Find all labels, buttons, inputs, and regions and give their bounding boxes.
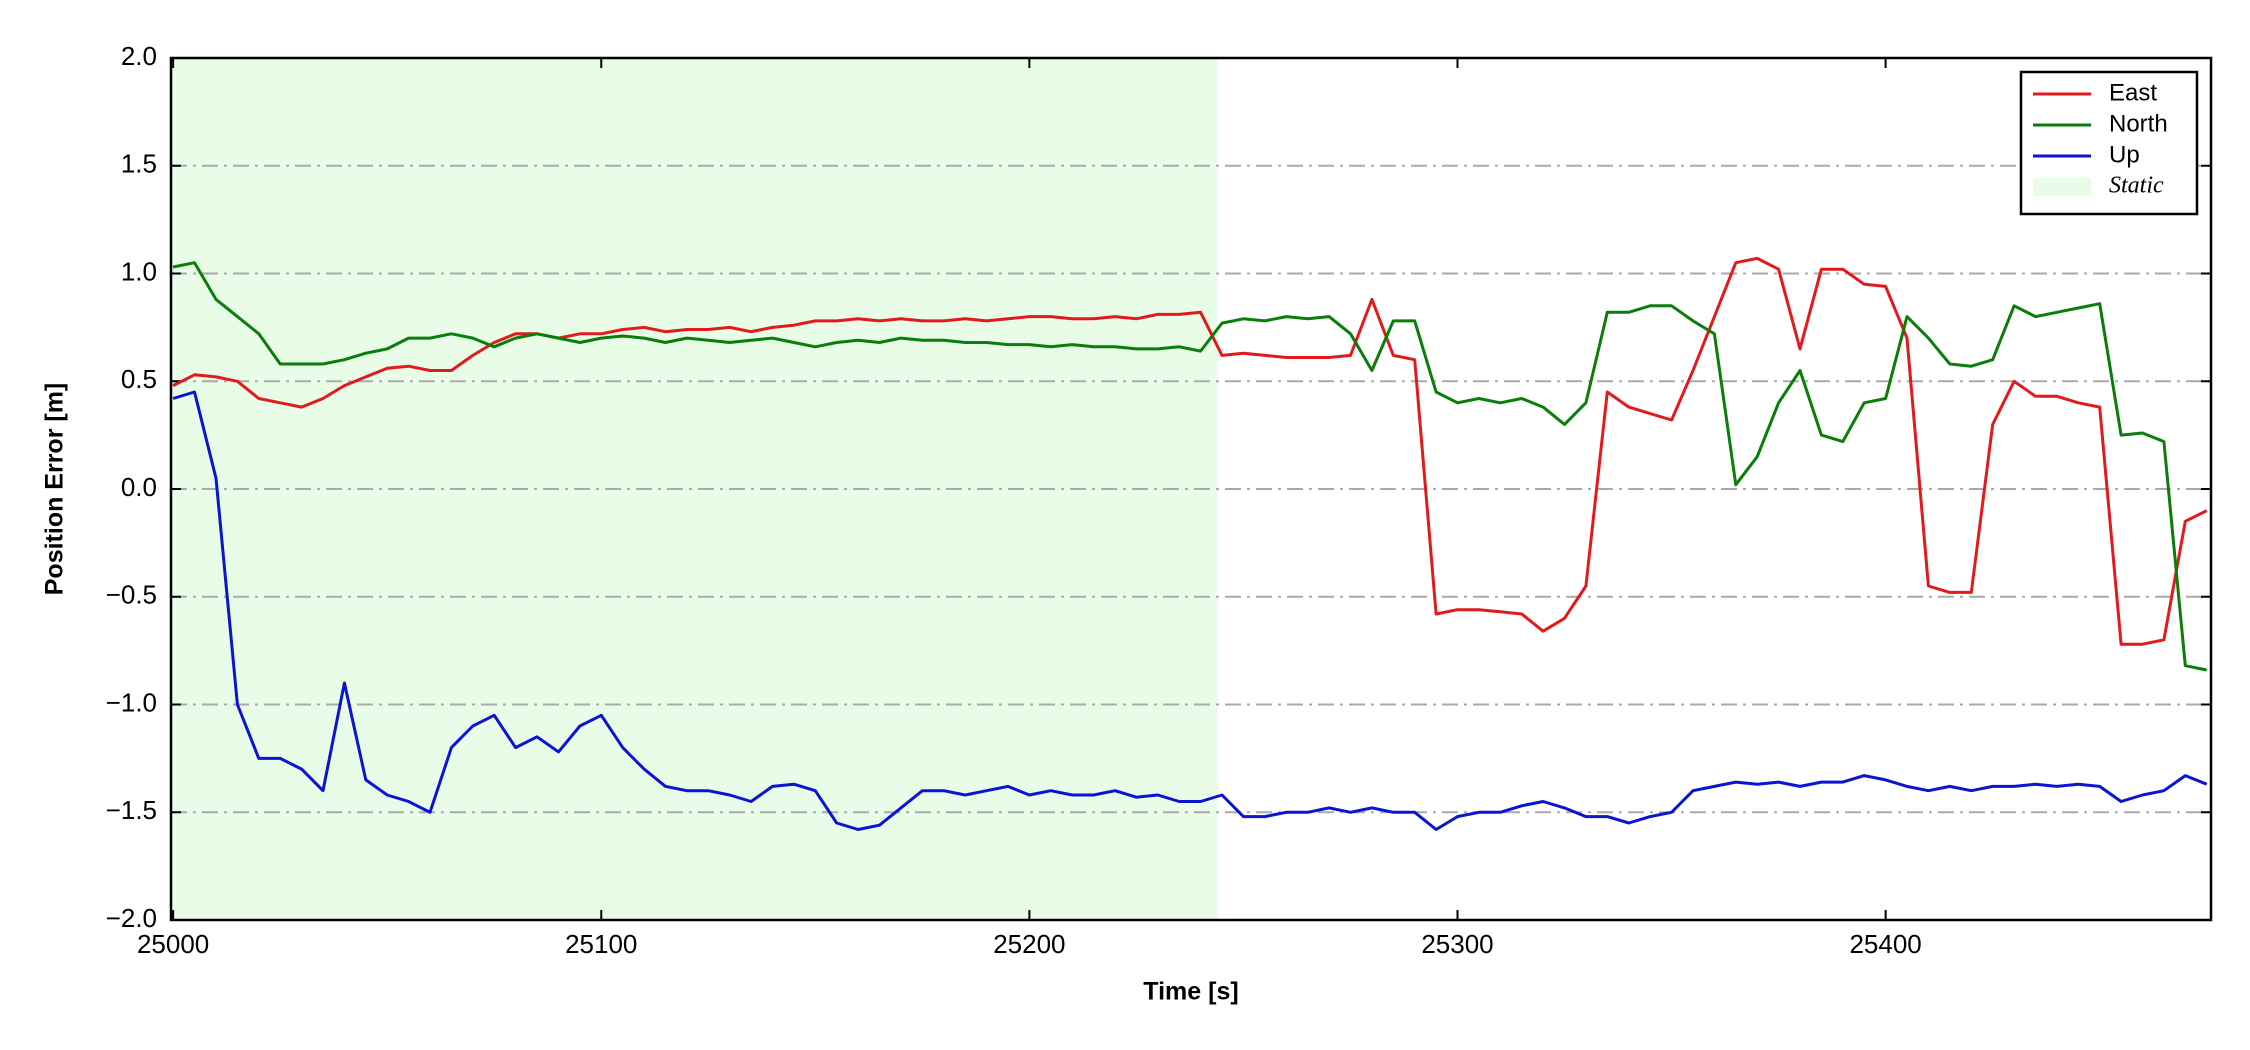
line-series xyxy=(172,261,2207,672)
y-tick-label: −2.0 xyxy=(106,903,157,933)
plot-frame xyxy=(169,56,2213,922)
y-tick-label: 1.0 xyxy=(121,256,157,286)
y-tick-label: 2.0 xyxy=(121,41,157,71)
y-tick-label: −0.5 xyxy=(106,580,157,610)
legend-label: North xyxy=(2109,110,2168,137)
x-tick-label: 25300 xyxy=(1421,929,1493,959)
legend-swatch xyxy=(2033,178,2091,196)
x-tick-label: 25400 xyxy=(1849,929,1921,959)
y-axis-label: Position Error [m] xyxy=(41,383,69,596)
x-tick-label: 25200 xyxy=(993,929,1065,959)
line-series xyxy=(172,256,2208,646)
y-tick-label: 0.0 xyxy=(121,472,157,502)
y-tick-label: −1.0 xyxy=(106,687,157,717)
legend-label: Up xyxy=(2109,141,2140,168)
legend-label: East xyxy=(2109,79,2157,106)
legend-label: Static xyxy=(2109,173,2164,199)
x-tick-label: 25100 xyxy=(565,929,637,959)
y-tick-label: 0.5 xyxy=(121,364,157,394)
y-tick-label: −1.5 xyxy=(106,795,157,825)
x-tick-label: 25000 xyxy=(137,929,209,959)
line-series xyxy=(172,390,2208,831)
y-tick-label: 1.5 xyxy=(121,149,157,179)
x-axis-label: Time [s] xyxy=(1143,978,1238,1006)
